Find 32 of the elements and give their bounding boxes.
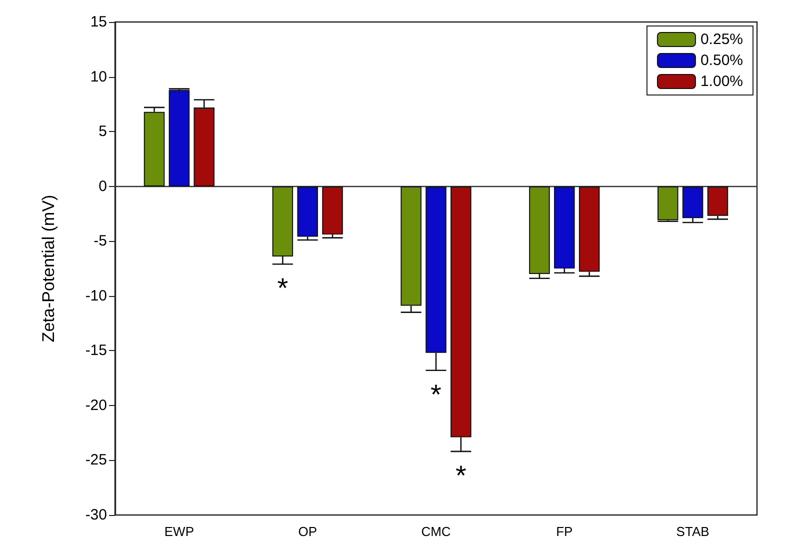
legend-label: 0.25%: [700, 31, 744, 48]
y-tick-label: 5: [98, 123, 107, 140]
y-tick-label: -15: [85, 342, 107, 360]
bar: [707, 186, 728, 216]
bar: [144, 112, 165, 186]
annotation: *: [455, 460, 466, 491]
y-tick-label: -5: [94, 232, 107, 250]
y-tick-label: -10: [85, 287, 107, 304]
x-tick-label: STAB: [676, 524, 710, 539]
bar: [322, 186, 343, 235]
y-tick-label: 10: [90, 68, 107, 86]
x-tick-label: CMC: [421, 524, 451, 539]
y-tick-label: -20: [85, 396, 107, 414]
bar: [657, 186, 678, 220]
bar: [168, 90, 190, 186]
annotation: *: [277, 272, 288, 304]
x-tick-label: EWP: [164, 524, 194, 539]
bar: [682, 186, 704, 218]
legend-label: 0.50%: [700, 52, 744, 69]
bar: [554, 186, 575, 268]
y-axis-title: Zeta-Potential (mV): [39, 194, 58, 342]
y-tick-label: 0: [98, 178, 107, 195]
legend-label: 1.00%: [700, 73, 744, 90]
y-tick-label: -25: [85, 452, 107, 469]
bar: [297, 186, 318, 237]
y-tick-label: -30: [85, 506, 107, 524]
y-tick-label: 15: [90, 14, 107, 30]
x-tick-label: FP: [556, 524, 573, 539]
bar: [578, 186, 600, 272]
bar: [529, 186, 550, 274]
annotation: *: [430, 378, 442, 410]
x-tick-label: OP: [298, 524, 317, 539]
